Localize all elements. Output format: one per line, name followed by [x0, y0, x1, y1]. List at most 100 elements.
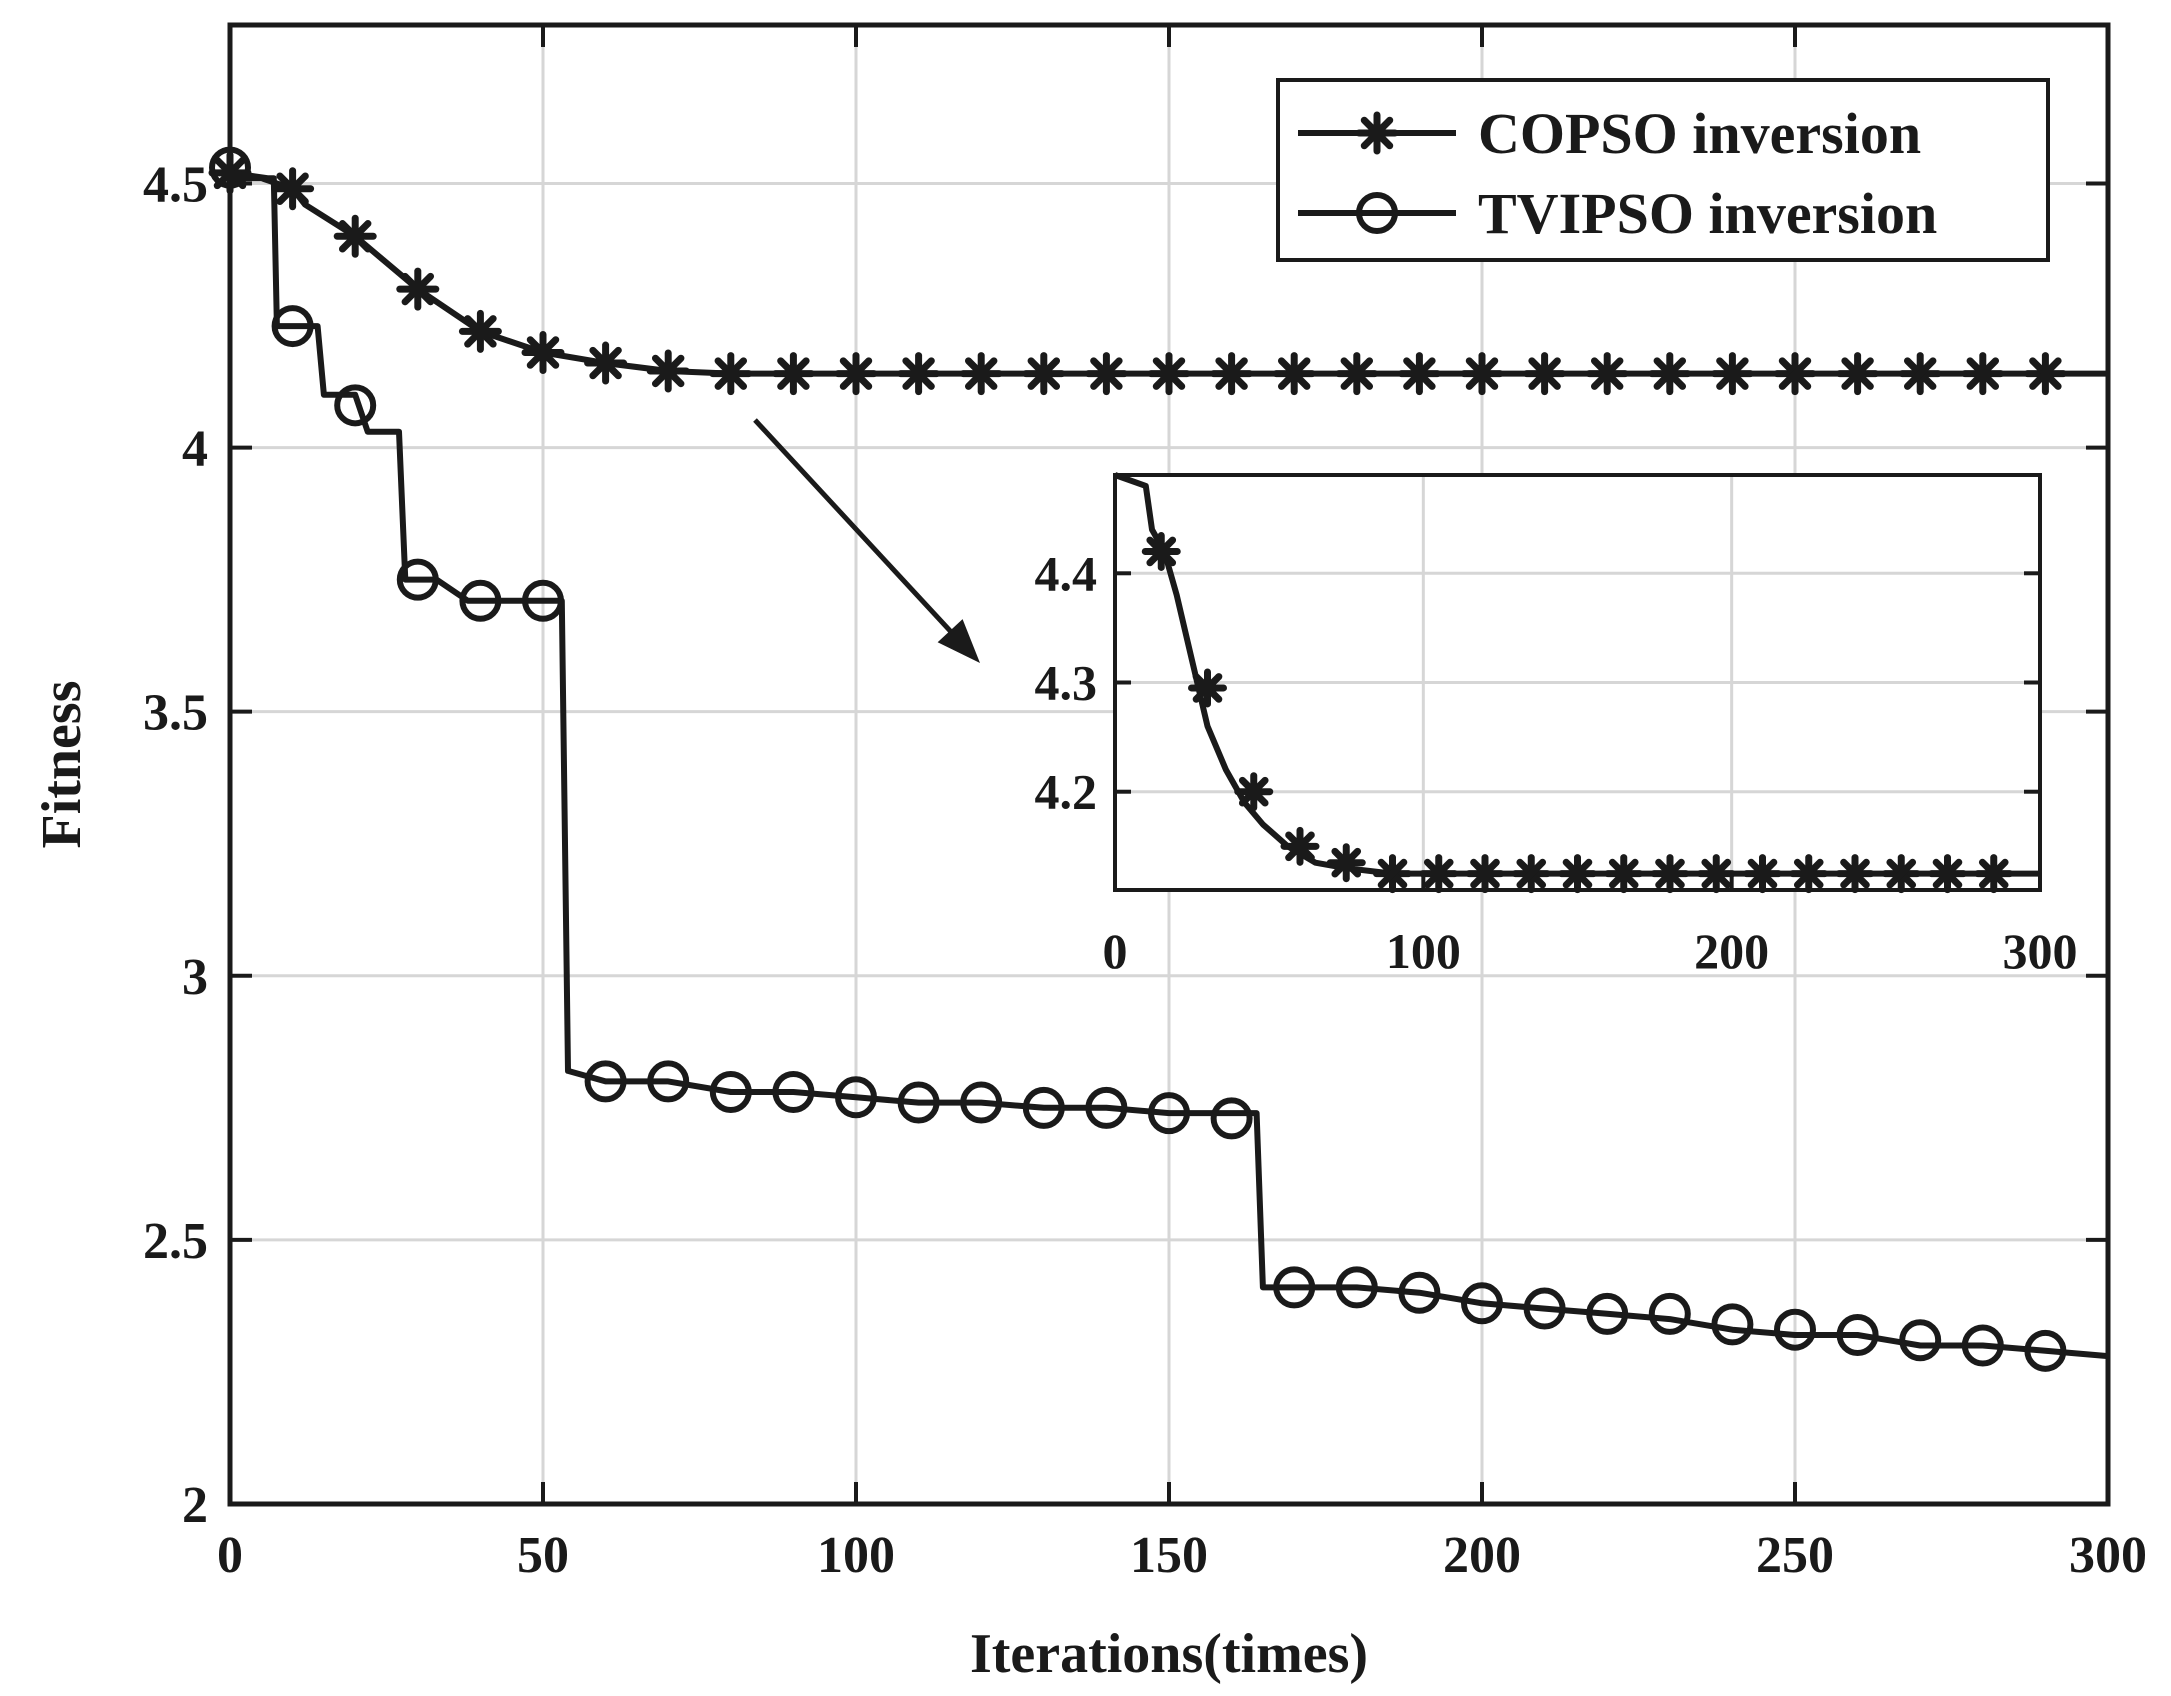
- y-tick-label: 2.5: [143, 1213, 208, 1270]
- copso-point: [333, 214, 377, 258]
- tvipso-point: [1273, 1266, 1316, 1309]
- arrow-head: [937, 619, 980, 663]
- tvipso-point: [1899, 1319, 1942, 1362]
- tvipso-point: [522, 579, 564, 622]
- tvipso-point: [1774, 1308, 1816, 1351]
- y-tick-label: 3: [182, 949, 208, 1006]
- tvipso-point: [1961, 1324, 2004, 1367]
- tvipso-point: [709, 1070, 752, 1113]
- inset-copso-point: [1650, 854, 1690, 894]
- copso-point: [396, 267, 440, 311]
- inset-y-tick-label: 4.3: [1035, 655, 1098, 711]
- y-tick-label: 3.5: [143, 685, 208, 742]
- tvipso-point: [1085, 1086, 1128, 1129]
- inset-copso-point: [1141, 531, 1181, 571]
- tvipso-point: [396, 558, 439, 601]
- tvipso-point: [271, 305, 314, 348]
- tvipso-point: [960, 1081, 1003, 1124]
- x-tick-label: 50: [517, 1527, 569, 1584]
- copso-point: [1961, 352, 2005, 396]
- legend-label-tvipso: TVIPSO inversion: [1478, 181, 1937, 246]
- tvipso-point: [2024, 1329, 2067, 1372]
- inset-y-tick-labels: 4.2 4.3 4.4: [1035, 545, 1098, 819]
- copso-point: [1648, 352, 1692, 396]
- y-axis-label: Fitness: [31, 681, 93, 849]
- inset-copso-point: [1280, 826, 1320, 866]
- tvipso-point: [1586, 1292, 1629, 1335]
- inset-x-tick-labels: 0 100 200 300: [1103, 923, 2078, 979]
- series-layer: [208, 146, 2109, 1372]
- copso-point: [1147, 352, 1191, 396]
- legend-label-copso: COPSO inversion: [1478, 101, 1921, 166]
- copso-point: [959, 352, 1003, 396]
- copso-point: [771, 352, 815, 396]
- tvipso-point: [584, 1060, 627, 1103]
- inset-frame: [1113, 473, 2042, 892]
- inset-copso-point: [1511, 854, 1551, 894]
- legend-circle: [1356, 192, 1398, 234]
- legend-circle-marker: [1356, 192, 1398, 234]
- tvipso-point: [1398, 1271, 1441, 1314]
- x-tick-label: 0: [217, 1527, 243, 1584]
- inset-copso-point: [1188, 668, 1227, 708]
- inset-copso-point: [1835, 854, 1875, 894]
- tvipso-point: [1148, 1092, 1190, 1135]
- tvipso-point: [647, 1060, 690, 1103]
- inset-y-tick-label: 4.4: [1035, 545, 1098, 601]
- copso-point: [709, 352, 753, 396]
- inset-copso-point: [1373, 854, 1412, 894]
- x-tick-label: 200: [1443, 1527, 1521, 1584]
- copso-point: [521, 330, 565, 374]
- copso-point: [1335, 352, 1379, 396]
- copso-point: [584, 341, 628, 385]
- inset-x-tick-label: 200: [1694, 923, 1769, 979]
- tvipso-point: [835, 1076, 877, 1119]
- inset-copso-point: [1696, 854, 1736, 894]
- legend-entry-copso: COPSO inversion: [1298, 101, 1921, 166]
- inset-copso-point: [1928, 854, 1967, 894]
- copso-point: [1898, 352, 1942, 396]
- tvipso-point: [1711, 1303, 1754, 1346]
- legend-asterisk-marker: [1355, 111, 1399, 155]
- copso-point: [1523, 352, 1567, 396]
- copso-point: [1836, 352, 1880, 396]
- copso-point: [1210, 352, 1254, 396]
- legend-entry-tvipso: TVIPSO inversion: [1298, 181, 1937, 246]
- tvipso-point: [1461, 1282, 1503, 1325]
- copso-point: [271, 167, 315, 211]
- x-tick-label: 300: [2069, 1527, 2147, 1584]
- inset-copso-point: [1974, 854, 2014, 894]
- copso-point: [1585, 352, 1629, 396]
- inset-series-layer: [1113, 472, 2040, 894]
- inset-copso-point: [1743, 854, 1782, 894]
- copso-point: [458, 309, 502, 353]
- copso-point: [1397, 352, 1441, 396]
- tvipso-point: [334, 384, 377, 427]
- x-tick-label: 250: [1756, 1527, 1834, 1584]
- inset-y-tick-label: 4.2: [1035, 764, 1098, 820]
- legend-box: [1276, 78, 2050, 262]
- inset-x-tick-label: 300: [2003, 923, 2078, 979]
- copso-point: [1272, 352, 1316, 396]
- copso-point: [1773, 352, 1817, 396]
- tvipso-point: [459, 579, 502, 622]
- copso-point: [897, 352, 941, 396]
- inset-copso-point: [1604, 854, 1644, 894]
- x-tick-label: 100: [817, 1527, 895, 1584]
- y-tick-labels: 2 2.5 3 3.5 4 4.5: [143, 156, 208, 1534]
- inset-copso-point: [1234, 772, 1274, 812]
- x-axis-label: Iterations(times): [970, 1623, 1368, 1685]
- inset-copso-point: [1881, 854, 1921, 894]
- inset-x-tick-label: 0: [1103, 923, 1128, 979]
- y-tick-label: 4.5: [143, 156, 208, 213]
- zoom-arrow: [753, 418, 980, 663]
- copso-point: [646, 349, 690, 393]
- tvipso-point: [1648, 1292, 1691, 1335]
- tvipso-point: [897, 1081, 940, 1124]
- copso-point: [1022, 352, 1066, 396]
- tvipso-point: [1022, 1086, 1065, 1129]
- inset-x-tick-label: 100: [1386, 923, 1461, 979]
- copso-point: [1710, 352, 1754, 396]
- inset-copso-point: [1465, 854, 1505, 894]
